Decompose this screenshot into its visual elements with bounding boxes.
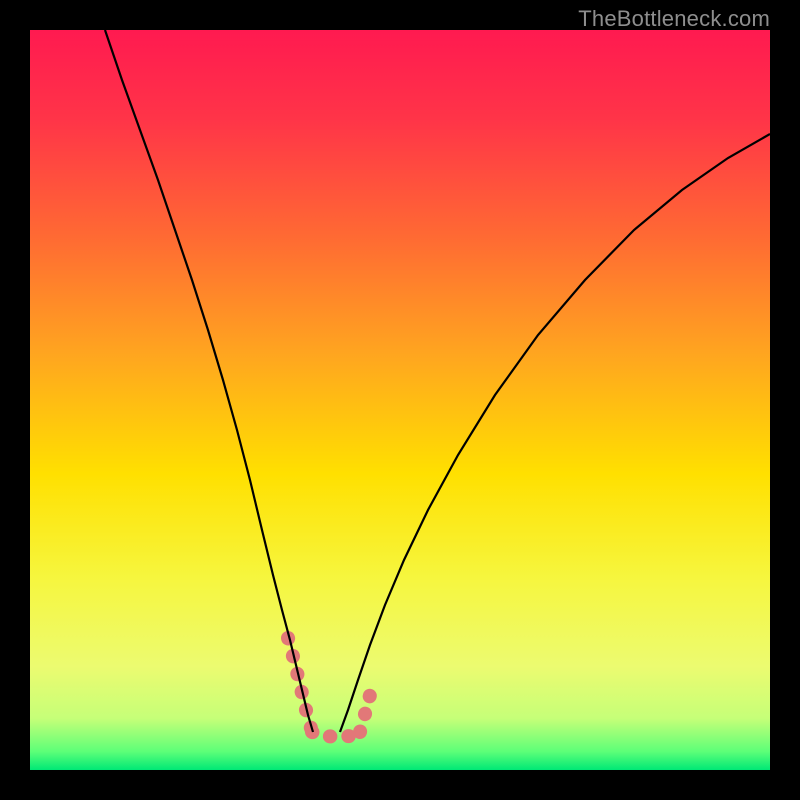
curve-layer [30,30,770,770]
curve-left [105,30,313,732]
highlight-right-leg [360,685,373,732]
plot-area [30,30,770,770]
watermark-text: TheBottleneck.com [578,6,770,32]
chart-frame: TheBottleneck.com [0,0,800,800]
curve-right [340,134,770,732]
highlight-bottom [312,732,360,737]
